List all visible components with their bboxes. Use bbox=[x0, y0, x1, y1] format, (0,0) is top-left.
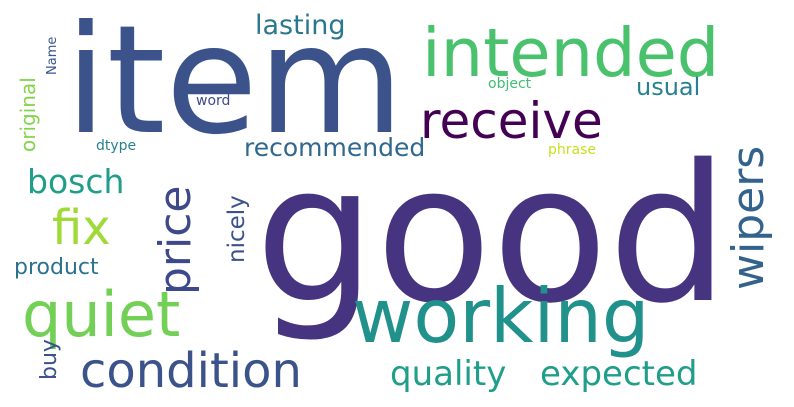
word-working: working bbox=[352, 272, 649, 360]
word-price: price bbox=[150, 185, 201, 295]
word-intended: intended bbox=[422, 14, 719, 92]
word-quiet: quiet bbox=[22, 278, 180, 351]
word-fix: fix bbox=[52, 200, 111, 256]
word-bosch: bosch bbox=[27, 162, 124, 201]
word-item: item bbox=[65, 0, 404, 168]
word-dtype: dtype bbox=[96, 138, 136, 154]
word-lasting: lasting bbox=[255, 10, 345, 41]
word-name: Name bbox=[45, 37, 60, 75]
word-word: word bbox=[196, 93, 230, 109]
word-object: object bbox=[488, 76, 532, 92]
word-quality: quality bbox=[390, 354, 506, 394]
word-product: product bbox=[14, 255, 99, 280]
word-recommended: recommended bbox=[244, 133, 425, 162]
word-receive: receive bbox=[420, 92, 603, 150]
word-wipers: wipers bbox=[723, 146, 774, 290]
word-usual: usual bbox=[636, 73, 700, 101]
word-condition: condition bbox=[80, 343, 302, 399]
word-good: good bbox=[255, 124, 729, 345]
word-original: original bbox=[16, 77, 40, 152]
word-buy: buy bbox=[37, 339, 62, 380]
word-expected: expected bbox=[540, 354, 697, 394]
word-phrase: phrase bbox=[548, 142, 596, 158]
word-nicely: nicely bbox=[224, 195, 250, 263]
